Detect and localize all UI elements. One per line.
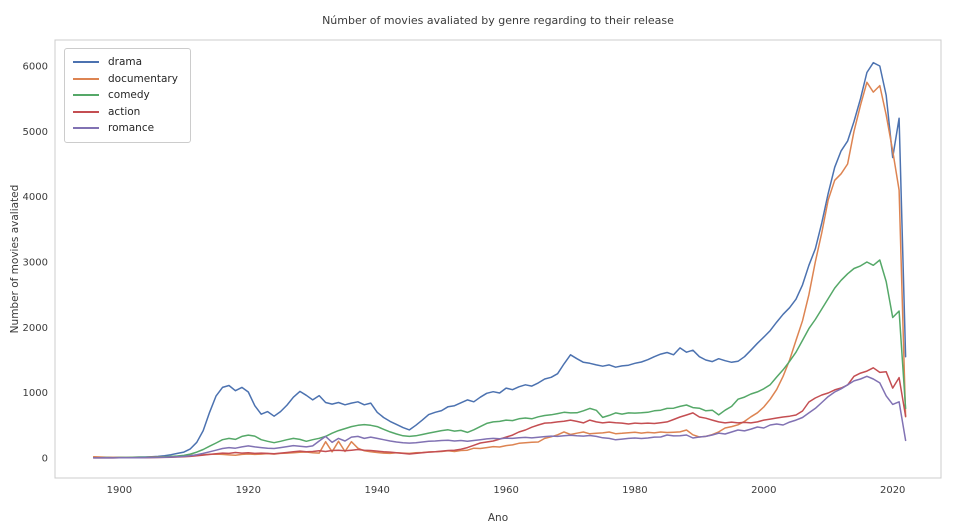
chart-title: Númber of movies avaliated by genre rega… bbox=[322, 14, 674, 27]
series-line-comedy bbox=[92, 259, 907, 459]
legend-label-romance: romance bbox=[108, 122, 155, 134]
y-tick-label: 1000 bbox=[23, 388, 48, 399]
legend-item-action: action bbox=[73, 104, 178, 121]
legend-label-comedy: comedy bbox=[108, 89, 150, 101]
x-axis-title: Ano bbox=[488, 512, 508, 524]
y-tick-label: 3000 bbox=[23, 258, 48, 269]
legend-label-action: action bbox=[108, 105, 141, 118]
legend-item-drama: drama bbox=[73, 54, 178, 71]
series-line-documentary bbox=[92, 81, 907, 459]
x-tick-label: 2020 bbox=[880, 485, 905, 496]
x-tick-label: 1900 bbox=[107, 485, 132, 496]
legend-line-swatch-romance bbox=[73, 127, 99, 130]
y-axis-ticks: 0 1000 2000 3000 4000 5000 6000 bbox=[23, 62, 48, 465]
legend-item-romance: romance bbox=[73, 120, 178, 137]
legend-item-documentary: documentary bbox=[73, 71, 178, 88]
legend-line-swatch-drama bbox=[73, 61, 99, 64]
y-tick-label: 4000 bbox=[23, 192, 48, 203]
legend-label-drama: drama bbox=[108, 56, 143, 68]
x-tick-label: 1980 bbox=[622, 485, 647, 496]
x-tick-label: 1960 bbox=[493, 485, 518, 496]
x-tick-label: 1940 bbox=[364, 485, 389, 496]
series-group bbox=[92, 61, 907, 459]
legend-line-swatch-comedy bbox=[73, 94, 99, 97]
y-tick-label: 0 bbox=[42, 454, 48, 465]
legend-line-swatch-action bbox=[73, 110, 99, 113]
legend-label-documentary: documentary bbox=[108, 72, 178, 85]
series-line-action bbox=[92, 367, 907, 459]
y-tick-label: 6000 bbox=[23, 62, 48, 73]
legend-line-swatch-documentary bbox=[73, 77, 99, 80]
legend-item-comedy: comedy bbox=[73, 87, 178, 104]
y-axis-title: Number of movies avaliated bbox=[9, 185, 21, 334]
x-axis-ticks: 1900 1920 1940 1960 1980 2000 2020 bbox=[107, 485, 906, 496]
y-tick-label: 5000 bbox=[23, 127, 48, 138]
x-tick-label: 1920 bbox=[236, 485, 261, 496]
y-tick-label: 2000 bbox=[23, 323, 48, 334]
series-line-drama bbox=[92, 61, 907, 459]
plot-frame bbox=[54, 39, 942, 479]
x-tick-label: 2000 bbox=[751, 485, 776, 496]
series-line-romance bbox=[92, 375, 907, 459]
legend: drama documentary comedy action romance bbox=[64, 48, 191, 143]
